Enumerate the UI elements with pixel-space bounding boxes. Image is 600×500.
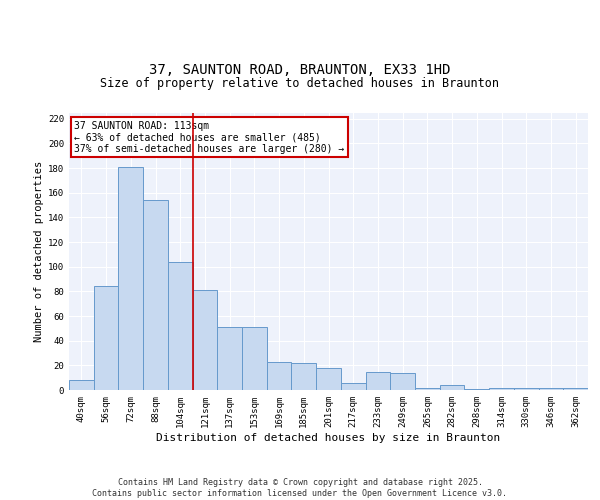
Y-axis label: Number of detached properties: Number of detached properties (34, 160, 44, 342)
Bar (341, 382, 365, 390)
Bar (69, 380, 94, 390)
Bar (316, 368, 341, 390)
Text: 37 SAUNTON ROAD: 113sqm
← 63% of detached houses are smaller (485)
37% of semi-d: 37 SAUNTON ROAD: 113sqm ← 63% of detache… (74, 121, 344, 154)
Bar (390, 372, 415, 390)
Bar (242, 327, 267, 390)
Text: Size of property relative to detached houses in Braunton: Size of property relative to detached ho… (101, 77, 499, 90)
Bar (489, 388, 514, 390)
Bar (415, 388, 440, 390)
Bar (292, 363, 316, 390)
X-axis label: Distribution of detached houses by size in Braunton: Distribution of detached houses by size … (157, 432, 500, 442)
Bar (440, 385, 464, 390)
Text: 37, SAUNTON ROAD, BRAUNTON, EX33 1HD: 37, SAUNTON ROAD, BRAUNTON, EX33 1HD (149, 64, 451, 78)
Bar (118, 167, 143, 390)
Bar (168, 262, 193, 390)
Bar (365, 372, 390, 390)
Bar (464, 389, 489, 390)
Bar (143, 200, 168, 390)
Bar (267, 362, 292, 390)
Bar (539, 388, 563, 390)
Bar (514, 388, 539, 390)
Bar (193, 290, 217, 390)
Bar (217, 327, 242, 390)
Bar (94, 286, 118, 390)
Bar (563, 388, 588, 390)
Text: Contains HM Land Registry data © Crown copyright and database right 2025.
Contai: Contains HM Land Registry data © Crown c… (92, 478, 508, 498)
